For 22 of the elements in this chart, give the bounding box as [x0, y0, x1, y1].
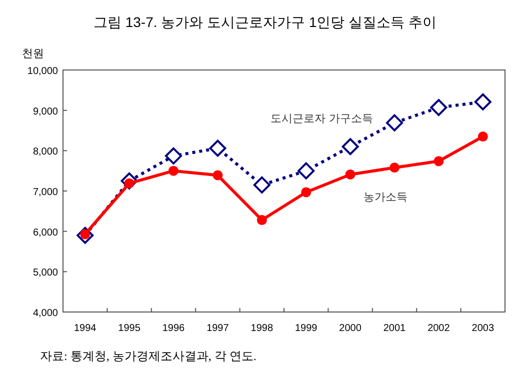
y-tick-label: 10,000: [27, 66, 58, 77]
y-tick-label: 5,000: [32, 268, 58, 279]
x-tick-label: 2000: [339, 323, 362, 334]
x-tick-label: 2003: [472, 323, 494, 334]
y-tick-label: 4,000: [32, 308, 58, 319]
x-tick-label: 2002: [428, 323, 450, 334]
series-label: 농가소득: [364, 191, 408, 204]
y-tick-label: 9,000: [32, 106, 58, 118]
x-tick-label: 1999: [294, 323, 318, 334]
x-tick-label: 1996: [162, 323, 186, 334]
y-tick-label: 7,000: [32, 187, 58, 198]
x-tick-label: 1995: [118, 323, 141, 334]
x-tick-label: 1998: [250, 323, 274, 334]
y-tick-label: 8,000: [32, 146, 58, 158]
series-label: 도시근로자 가구소득: [270, 113, 373, 126]
text: 자료: 통계청, 농가경제조사결과, 각 연도.: [40, 349, 256, 363]
x-tick-label: 1997: [206, 323, 230, 334]
chart-title: 그림 13-7. 농가와 도시근로자가구 1인당 실질소득 추이: [93, 14, 437, 30]
x-tick-label: 1994: [74, 323, 97, 334]
x-tick-label: 2001: [383, 323, 406, 334]
y-tick-label: 6,000: [32, 227, 58, 238]
y-axis-title: 천원: [22, 48, 44, 60]
